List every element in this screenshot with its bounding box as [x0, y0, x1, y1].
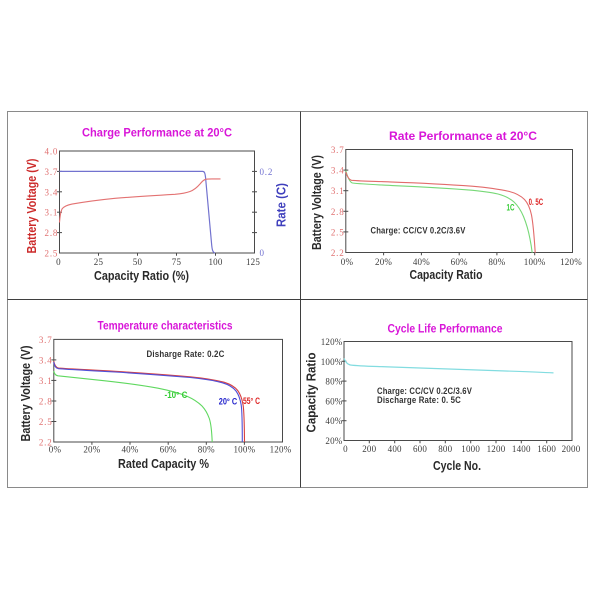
- svg-text:1200: 1200: [487, 444, 506, 454]
- svg-text:Battery Voltage (V): Battery Voltage (V): [19, 346, 33, 442]
- svg-text:80%: 80%: [325, 377, 342, 387]
- svg-text:120%: 120%: [321, 337, 343, 347]
- svg-text:800: 800: [438, 444, 452, 454]
- svg-text:Cycle Life Performance: Cycle Life Performance: [388, 322, 503, 336]
- svg-text:75: 75: [172, 257, 182, 267]
- svg-text:0%: 0%: [341, 257, 354, 267]
- svg-text:100: 100: [208, 257, 222, 267]
- svg-text:3.1: 3.1: [39, 376, 53, 386]
- svg-text:80%: 80%: [488, 257, 505, 267]
- svg-text:40%: 40%: [325, 416, 342, 426]
- svg-text:40%: 40%: [413, 257, 430, 267]
- svg-text:2.5: 2.5: [39, 417, 53, 427]
- svg-text:100%: 100%: [524, 257, 546, 267]
- svg-text:60%: 60%: [325, 396, 342, 406]
- svg-text:0. 5C: 0. 5C: [529, 197, 544, 207]
- svg-text:2.2: 2.2: [39, 438, 53, 448]
- svg-text:3.1: 3.1: [331, 186, 345, 196]
- svg-text:3.4: 3.4: [331, 166, 345, 176]
- svg-text:3.4: 3.4: [45, 187, 59, 197]
- svg-text:Charge Performance at 20°C: Charge Performance at 20°C: [82, 126, 232, 140]
- svg-text:Disharge Rate: 0.2C: Disharge Rate: 0.2C: [147, 349, 225, 360]
- svg-text:80%: 80%: [198, 445, 215, 455]
- svg-text:2.8: 2.8: [39, 397, 53, 407]
- svg-text:3.7: 3.7: [45, 167, 59, 177]
- svg-text:2.5: 2.5: [45, 249, 59, 259]
- svg-text:-10° C: -10° C: [165, 390, 188, 400]
- svg-text:200: 200: [362, 444, 376, 454]
- svg-text:3.4: 3.4: [39, 355, 53, 365]
- svg-text:Rated Capacity %: Rated Capacity %: [118, 457, 209, 471]
- svg-text:120%: 120%: [560, 257, 582, 267]
- svg-text:Rate Performance at 20°C: Rate Performance at 20°C: [389, 129, 537, 143]
- svg-text:2.8: 2.8: [331, 207, 345, 217]
- svg-text:1400: 1400: [512, 444, 531, 454]
- svg-text:100%: 100%: [233, 445, 255, 455]
- svg-text:20%: 20%: [375, 257, 392, 267]
- svg-text:20° C: 20° C: [219, 397, 238, 407]
- svg-text:Battery Voltage (V): Battery Voltage (V): [25, 159, 39, 254]
- svg-text:20%: 20%: [325, 436, 342, 446]
- svg-text:55° C: 55° C: [243, 396, 260, 406]
- svg-text:Charge: CC/CV 0.2C/3.6V: Charge: CC/CV 0.2C/3.6V: [377, 386, 472, 397]
- svg-text:3.1: 3.1: [45, 208, 59, 218]
- svg-text:0: 0: [260, 248, 265, 258]
- svg-text:0%: 0%: [49, 445, 62, 455]
- svg-text:Capacity Ratio (%): Capacity Ratio (%): [94, 269, 189, 283]
- svg-text:4.0: 4.0: [45, 147, 59, 157]
- svg-text:1600: 1600: [537, 444, 556, 454]
- svg-text:120%: 120%: [270, 445, 292, 455]
- svg-text:Discharge Rate: 0. 5C: Discharge Rate: 0. 5C: [377, 395, 461, 406]
- svg-text:Capacity Ratio: Capacity Ratio: [410, 268, 483, 282]
- svg-text:0.2: 0.2: [260, 167, 274, 177]
- svg-text:25: 25: [94, 257, 104, 267]
- svg-text:3.7: 3.7: [39, 335, 53, 345]
- svg-text:2.5: 2.5: [331, 227, 345, 237]
- svg-text:Rate (C): Rate (C): [275, 183, 289, 227]
- svg-text:100%: 100%: [321, 357, 343, 367]
- svg-text:50: 50: [133, 257, 143, 267]
- svg-text:0: 0: [56, 257, 61, 267]
- svg-text:Charge: CC/CV 0.2C/3.6V: Charge: CC/CV 0.2C/3.6V: [371, 226, 466, 237]
- svg-text:40%: 40%: [121, 445, 138, 455]
- svg-text:20%: 20%: [83, 445, 100, 455]
- svg-text:1C: 1C: [507, 203, 515, 213]
- svg-text:600: 600: [413, 444, 427, 454]
- svg-text:Capacity Ratio: Capacity Ratio: [305, 352, 319, 432]
- svg-text:60%: 60%: [160, 445, 177, 455]
- svg-text:Cycle No.: Cycle No.: [433, 459, 481, 473]
- svg-text:2.8: 2.8: [45, 228, 59, 238]
- svg-text:400: 400: [388, 444, 402, 454]
- svg-text:60%: 60%: [451, 257, 468, 267]
- svg-text:125: 125: [246, 257, 260, 267]
- svg-text:1000: 1000: [461, 444, 480, 454]
- svg-text:0: 0: [343, 444, 348, 454]
- svg-text:2.2: 2.2: [331, 248, 345, 258]
- svg-text:3.7: 3.7: [331, 145, 345, 155]
- svg-text:Temperature characteristics: Temperature characteristics: [98, 319, 233, 333]
- svg-text:2000: 2000: [562, 444, 581, 454]
- svg-text:Battery Voltage (V): Battery Voltage (V): [310, 155, 324, 250]
